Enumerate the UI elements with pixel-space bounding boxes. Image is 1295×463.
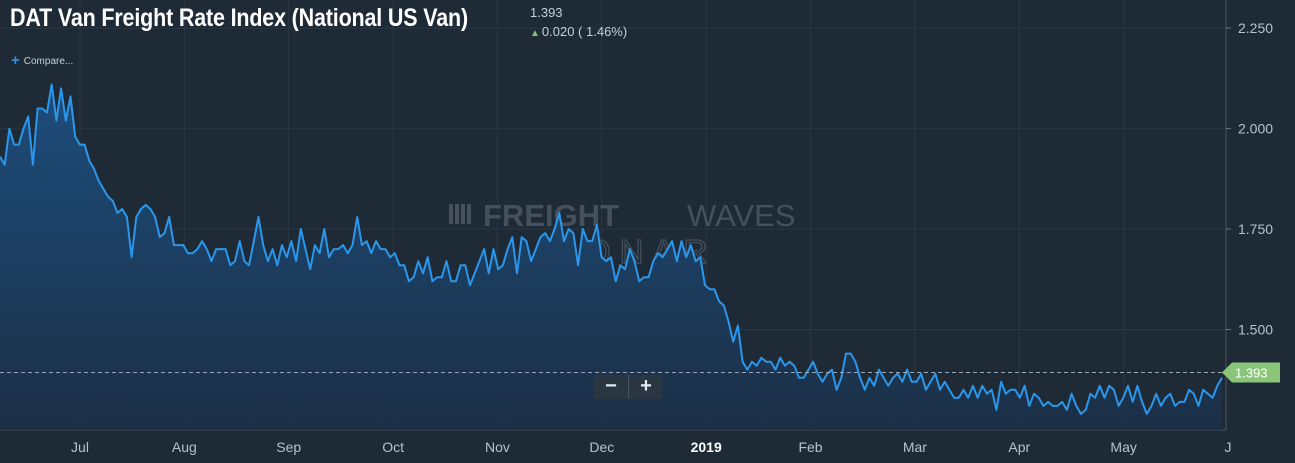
compare-button[interactable]: + Compare... [11, 52, 73, 69]
compare-label: Compare... [23, 56, 74, 67]
x-axis: Jul Aug Sep Oct Nov Dec 2019 Feb Mar Apr May J [71, 439, 1231, 455]
x-tick-label: Nov [485, 439, 510, 455]
y-tick-label: 2.250 [1238, 20, 1273, 36]
x-tick-label: May [1110, 439, 1136, 455]
price-change: ▲ 0.020 ( 1.46%) [530, 24, 627, 39]
watermark: FREIGHT WAVES SONAR [449, 198, 796, 271]
y-axis: 2.250 2.000 1.750 1.500 [1226, 20, 1273, 338]
freightwaves-logo-icon [449, 204, 471, 224]
x-tick-label: Apr [1008, 439, 1030, 455]
chart-title: DAT Van Freight Rate Index (National US … [10, 4, 468, 32]
x-tick-label: Feb [798, 439, 822, 455]
x-tick-label: Sep [276, 439, 301, 455]
x-tick-label: J [1225, 439, 1232, 455]
series-line [0, 83, 1223, 415]
y-tick-label: 2.000 [1238, 121, 1273, 137]
watermark-brand-light: WAVES [687, 198, 796, 233]
last-price-label: 1.393 [1235, 366, 1268, 381]
plus-icon: + [11, 52, 20, 69]
x-tick-label: Mar [903, 439, 927, 455]
last-price-tag: 1.393 [1222, 362, 1280, 383]
x-tick-label: Dec [589, 439, 614, 455]
watermark-brand-bold: FREIGHT [483, 198, 619, 233]
zoom-in-button[interactable]: + [628, 375, 663, 399]
price-change-text: 0.020 ( 1.46%) [541, 24, 628, 39]
y-tick-label: 1.750 [1238, 221, 1273, 237]
zoom-controls: − + [594, 375, 662, 399]
last-price-badge [1222, 362, 1280, 383]
x-tick-label: 2019 [691, 439, 722, 455]
x-tick-label: Aug [172, 439, 197, 455]
up-arrow-icon: ▲ [530, 28, 540, 39]
zoom-out-button[interactable]: − [605, 375, 617, 397]
x-tick-label: Jul [71, 439, 89, 455]
last-value: 1.393 [530, 5, 563, 20]
x-tick-label: Oct [382, 439, 404, 455]
y-tick-label: 1.500 [1238, 322, 1273, 338]
